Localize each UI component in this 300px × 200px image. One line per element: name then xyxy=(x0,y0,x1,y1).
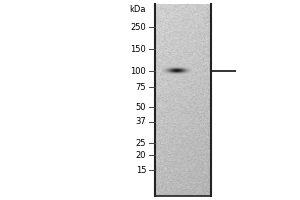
Text: 25: 25 xyxy=(136,138,146,148)
Text: kDa: kDa xyxy=(130,4,146,14)
Text: 100: 100 xyxy=(130,66,146,75)
Text: 75: 75 xyxy=(136,83,146,92)
Text: 37: 37 xyxy=(135,117,146,127)
Text: 150: 150 xyxy=(130,45,146,53)
Text: 50: 50 xyxy=(136,102,146,112)
Text: 20: 20 xyxy=(136,150,146,160)
Text: 250: 250 xyxy=(130,22,146,31)
Text: 15: 15 xyxy=(136,166,146,175)
